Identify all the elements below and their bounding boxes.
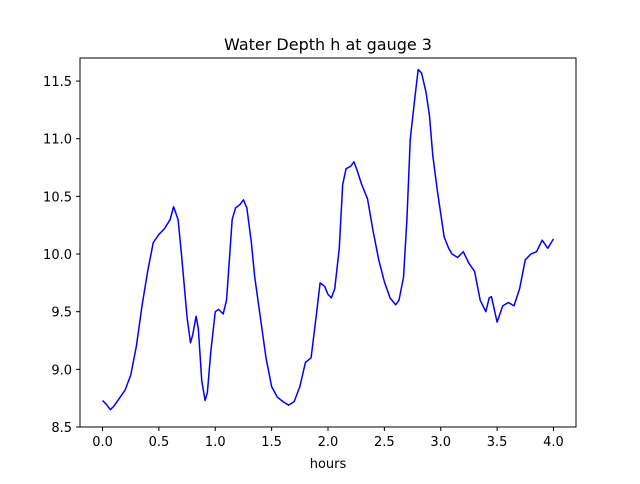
x-tick-label: 3.0 (430, 435, 451, 450)
x-tick-label: 4.0 (543, 435, 564, 450)
x-tick-label: 2.0 (318, 435, 339, 450)
x-tick-label: 0.0 (92, 435, 113, 450)
y-tick-label: 9.0 (51, 363, 72, 378)
plot-area (79, 57, 577, 428)
x-tick-label: 1.0 (205, 435, 226, 450)
y-tick-label: 9.5 (51, 306, 72, 321)
x-axis-label: hours (310, 457, 347, 472)
y-tick-label: 8.5 (51, 421, 72, 436)
x-tick-label: 3.5 (487, 435, 508, 450)
y-axis: 8.5 9.0 9.5 10.0 10.5 11.0 11.5 (43, 75, 80, 436)
y-tick-label: 10.0 (43, 248, 72, 263)
plot-frame (80, 58, 576, 427)
x-axis: 0.0 0.5 1.0 1.5 2.0 2.5 3.0 3.5 4.0 (92, 427, 564, 450)
x-tick-label: 0.5 (149, 435, 170, 450)
x-tick-label: 1.5 (261, 435, 282, 450)
y-tick-label: 10.5 (43, 190, 72, 205)
x-tick-label: 2.5 (374, 435, 395, 450)
y-tick-label: 11.0 (43, 133, 72, 148)
chart-title: Water Depth h at gauge 3 (224, 35, 432, 54)
series-line (102, 68, 555, 411)
y-tick-label: 11.5 (43, 75, 72, 90)
